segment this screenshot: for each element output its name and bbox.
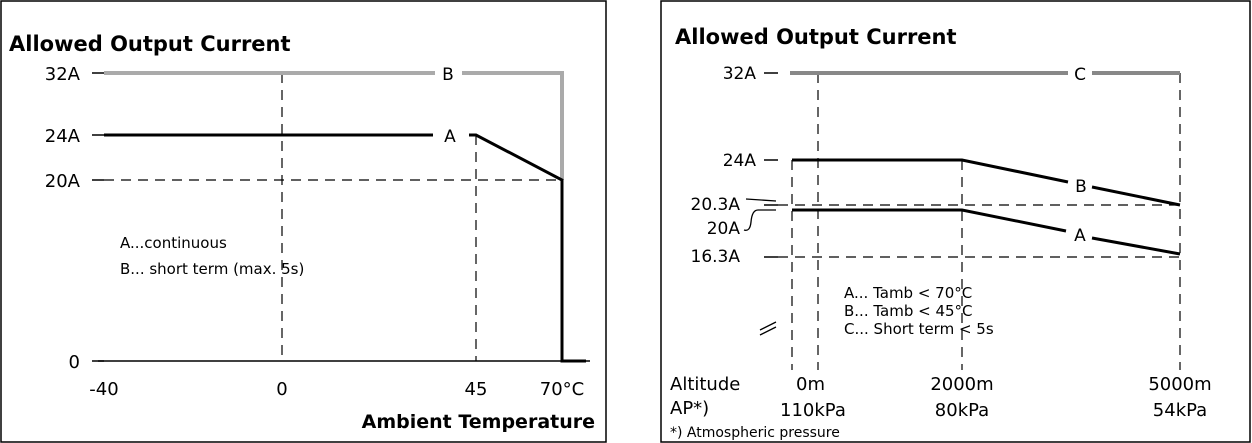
chart-right-x2label-110: 110kPa bbox=[780, 400, 846, 421]
chart-right-ylabel-32: 32A bbox=[723, 64, 757, 84]
chart-right-axis-break-low bbox=[759, 321, 777, 336]
chart-right-series-b-label: B bbox=[1075, 177, 1087, 197]
chart-left-xlabel-70: 70°C bbox=[540, 379, 584, 400]
chart-right-series-a-line bbox=[792, 208, 1067, 233]
chart-right-series-b-line bbox=[792, 158, 1069, 184]
chart-right-legend-a: A... Tamb < 70°C bbox=[844, 284, 972, 302]
chart-right-xlabel-0m: 0m bbox=[796, 374, 825, 395]
chart-left-svg: Allowed Output Current 32A 24A 20A 0 B A… bbox=[0, 0, 607, 443]
chart-left-ylabel-24: 24A bbox=[45, 126, 81, 147]
chart-right-title: Allowed Output Current bbox=[675, 25, 957, 49]
chart-left-x-title: Ambient Temperature bbox=[362, 411, 595, 433]
chart-left-series-b-line-2 bbox=[462, 71, 564, 180]
chart-right-ylabel-203: 20.3A bbox=[691, 195, 741, 215]
chart-left-series-b-label: B bbox=[442, 65, 454, 85]
chart-left-series-a-line-2 bbox=[469, 133, 586, 363]
chart-right-frame bbox=[660, 0, 1251, 443]
chart-right-legend-c: C... Short term < 5s bbox=[844, 320, 994, 338]
chart-right-series-a-label: A bbox=[1074, 226, 1086, 246]
chart-right-ylabel-20: 20A bbox=[707, 219, 741, 239]
chart-right-svg: Allowed Output Current 32A 24A 20.3A 20A… bbox=[660, 0, 1251, 443]
chart-right-ylabel-24: 24A bbox=[723, 151, 757, 171]
chart-right-ap-label: AP*) bbox=[670, 398, 709, 419]
chart-panel-right: Allowed Output Current 32A 24A 20.3A 20A… bbox=[660, 0, 1252, 443]
chart-left-ylabel-0: 0 bbox=[69, 352, 80, 373]
chart-right-series-c-label: C bbox=[1074, 65, 1086, 85]
chart-right-series-a-line-2 bbox=[1091, 236, 1181, 256]
chart-right-xlabel-2000: 2000m bbox=[930, 374, 993, 395]
chart-left-title: Allowed Output Current bbox=[9, 32, 291, 56]
chart-right-footnote: *) Atmospheric pressure bbox=[670, 425, 840, 441]
chart-left-xlabel-m40: -40 bbox=[89, 379, 118, 400]
chart-left-xlabel-0: 0 bbox=[276, 379, 287, 400]
chart-left-xlabel-45: 45 bbox=[465, 379, 488, 400]
chart-right-ylabel-163: 16.3A bbox=[691, 247, 741, 267]
chart-right-x2label-54: 54kPa bbox=[1153, 400, 1207, 421]
chart-left-legend-b: B... short term (max. 5s) bbox=[120, 260, 304, 278]
chart-left-frame bbox=[0, 0, 607, 443]
chart-right-series-b-line-2 bbox=[1091, 185, 1181, 207]
chart-right-x2label-80: 80kPa bbox=[935, 400, 989, 421]
chart-right-axis-break-top bbox=[745, 198, 777, 202]
chart-right-xlabel-5000: 5000m bbox=[1148, 374, 1211, 395]
chart-right-legend-b: B... Tamb < 45°C bbox=[844, 302, 973, 320]
chart-right-altitude-label: Altitude bbox=[670, 374, 740, 395]
chart-left-legend-a: A...continuous bbox=[120, 234, 227, 252]
chart-right-20a-leader bbox=[743, 209, 776, 231]
chart-left-ylabel-32: 32A bbox=[45, 64, 81, 85]
chart-left-series-a-label: A bbox=[444, 127, 456, 147]
chart-panel-left: Allowed Output Current 32A 24A 20A 0 B A… bbox=[0, 0, 610, 443]
chart-left-ylabel-20: 20A bbox=[45, 171, 81, 192]
